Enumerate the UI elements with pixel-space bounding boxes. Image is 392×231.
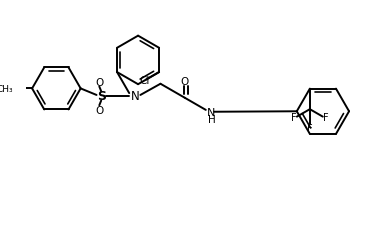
Text: O: O [95,105,103,115]
Text: S: S [97,90,106,103]
Text: N: N [131,90,139,103]
Text: N: N [207,107,216,117]
Text: H: H [207,115,215,125]
Text: F: F [307,123,313,133]
Text: Cl: Cl [140,76,150,86]
Text: F: F [323,112,328,122]
Text: F: F [291,112,297,122]
Text: O: O [181,77,189,87]
Text: O: O [95,78,103,88]
Text: CH₃: CH₃ [0,85,13,94]
